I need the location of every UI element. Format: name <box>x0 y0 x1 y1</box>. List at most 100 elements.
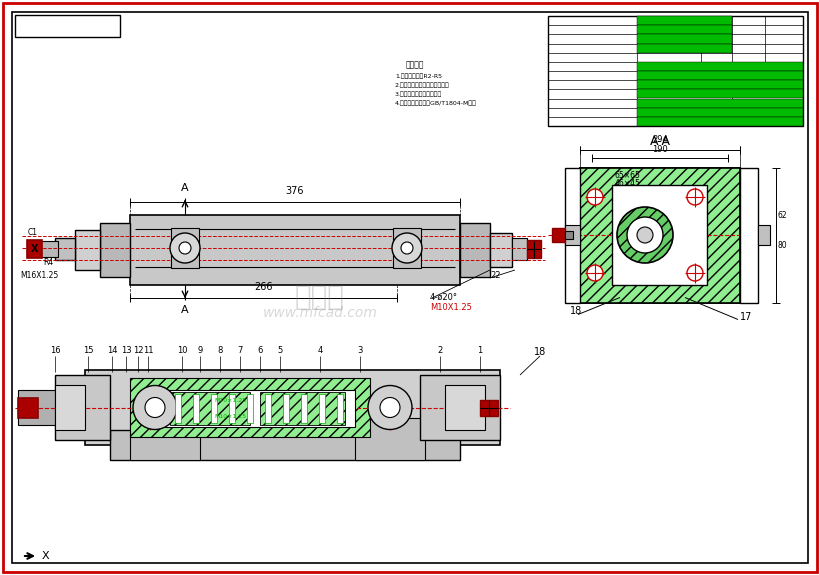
Circle shape <box>636 227 652 243</box>
Text: A: A <box>181 183 188 193</box>
Text: 17: 17 <box>739 312 752 323</box>
Bar <box>100 223 130 277</box>
Text: 10: 10 <box>177 346 187 355</box>
Bar <box>40 241 58 257</box>
Bar <box>337 394 342 423</box>
Circle shape <box>133 385 177 430</box>
Text: 22: 22 <box>490 271 500 280</box>
Text: 4-ø20°: 4-ø20° <box>429 293 458 302</box>
Bar <box>55 238 75 260</box>
Bar <box>247 394 253 423</box>
Text: M16X1.25: M16X1.25 <box>20 271 58 280</box>
Text: 65×65: 65×65 <box>613 171 640 179</box>
Circle shape <box>145 397 165 417</box>
Text: 62: 62 <box>777 210 787 220</box>
Bar <box>265 394 270 423</box>
Circle shape <box>686 265 702 281</box>
Text: 376: 376 <box>285 186 304 196</box>
Circle shape <box>379 397 400 417</box>
Text: 1.未注铸造圆角R2-R5: 1.未注铸造圆角R2-R5 <box>395 74 441 79</box>
Text: 2.铸件不得有砂眼、气孔等缺陷: 2.铸件不得有砂眼、气孔等缺陷 <box>395 82 449 88</box>
Bar <box>636 44 731 53</box>
Circle shape <box>616 207 672 263</box>
Bar <box>85 370 500 445</box>
Circle shape <box>627 217 663 253</box>
Bar <box>301 394 306 423</box>
Text: 15: 15 <box>83 346 93 355</box>
Circle shape <box>400 242 413 254</box>
Text: 1: 1 <box>477 346 482 355</box>
Bar <box>355 418 424 460</box>
Circle shape <box>391 233 422 263</box>
Bar <box>130 378 369 437</box>
Bar <box>130 215 459 285</box>
Bar <box>110 430 459 460</box>
Bar <box>564 225 579 245</box>
Bar <box>564 167 579 302</box>
Text: 190: 190 <box>651 144 667 154</box>
Bar <box>757 225 769 245</box>
Bar <box>55 375 110 440</box>
Bar <box>579 167 739 302</box>
Text: 技术要求: 技术要求 <box>405 60 423 69</box>
Bar <box>612 185 707 285</box>
Bar <box>479 400 497 416</box>
Text: C1: C1 <box>28 228 38 237</box>
Text: 5: 5 <box>277 346 283 355</box>
Circle shape <box>179 242 191 254</box>
Text: 16: 16 <box>50 346 61 355</box>
Bar <box>490 233 511 267</box>
Bar <box>459 223 490 277</box>
Text: M10×1.25: M10×1.25 <box>214 398 246 404</box>
Bar <box>75 230 100 270</box>
Bar <box>739 167 757 302</box>
Bar <box>18 397 38 417</box>
Bar <box>319 394 324 423</box>
Bar <box>511 238 527 260</box>
Circle shape <box>586 189 602 205</box>
Text: www.mfcad.com: www.mfcad.com <box>262 306 377 320</box>
Bar <box>636 89 802 98</box>
Bar <box>55 385 85 430</box>
Text: 9: 9 <box>197 346 202 355</box>
Bar <box>636 98 802 108</box>
Text: X: X <box>31 244 38 254</box>
Bar <box>636 80 802 89</box>
Text: R4: R4 <box>43 258 53 267</box>
Text: 11: 11 <box>143 346 153 355</box>
Circle shape <box>586 265 602 281</box>
Bar <box>551 228 564 242</box>
Text: X: X <box>42 551 50 561</box>
Text: 3.机加工前需进行时效处理: 3.机加工前需进行时效处理 <box>395 91 441 97</box>
Text: 6: 6 <box>257 346 262 355</box>
Text: M10X1.25: M10X1.25 <box>429 303 471 312</box>
Bar <box>636 117 802 126</box>
Bar <box>18 390 55 425</box>
Bar <box>636 34 731 44</box>
Circle shape <box>686 189 702 205</box>
Bar <box>445 385 484 430</box>
Bar <box>192 394 199 423</box>
Bar <box>419 375 500 440</box>
Bar <box>636 108 802 117</box>
Bar <box>170 392 250 425</box>
Bar <box>636 62 802 71</box>
Text: A-A: A-A <box>649 135 670 148</box>
Bar <box>283 394 288 423</box>
Bar <box>636 25 731 34</box>
Text: 80: 80 <box>777 240 787 250</box>
Text: 8: 8 <box>217 346 223 355</box>
Text: 12: 12 <box>133 346 143 355</box>
Bar <box>165 390 355 427</box>
Bar <box>229 394 235 423</box>
Bar <box>15 15 120 37</box>
Text: 3: 3 <box>357 346 362 355</box>
Text: 7: 7 <box>237 346 242 355</box>
Bar <box>547 16 802 126</box>
Text: 4: 4 <box>317 346 322 355</box>
Text: 18: 18 <box>533 347 545 357</box>
Bar <box>210 394 217 423</box>
Text: 266: 266 <box>254 282 273 292</box>
Bar <box>130 418 200 460</box>
Text: 46×45: 46×45 <box>613 178 640 187</box>
